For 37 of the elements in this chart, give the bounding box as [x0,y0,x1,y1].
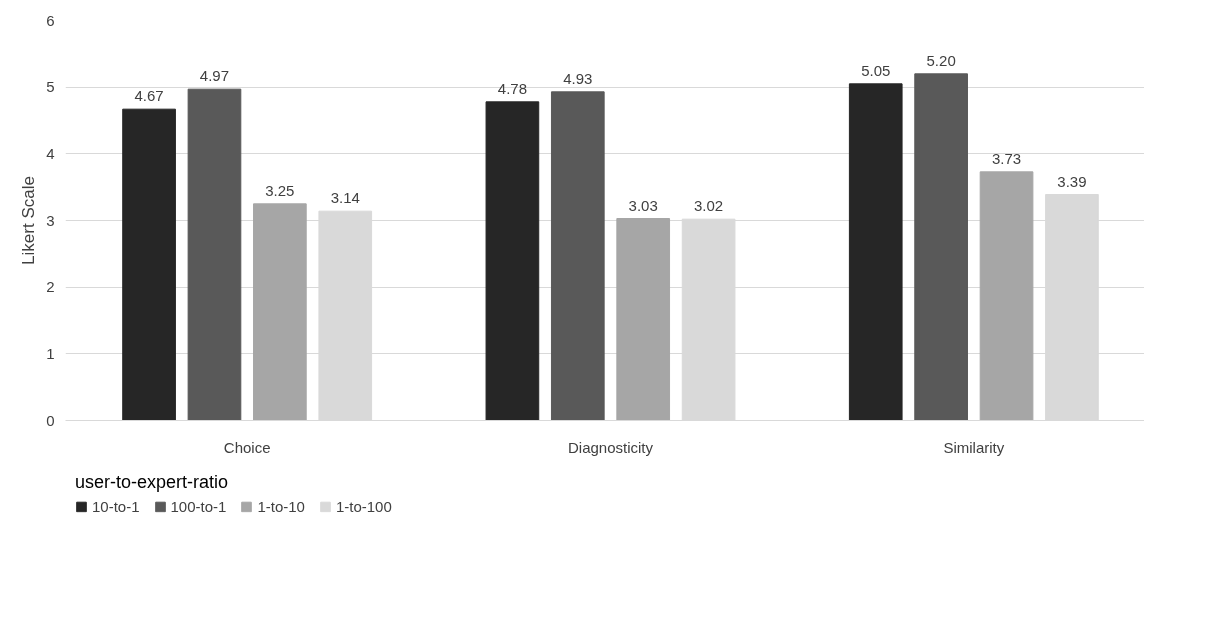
x-tick-label: Diagnosticity [567,438,654,456]
data-label: 5.20 [926,51,956,69]
bar [253,203,307,421]
y-tick-label: 6 [46,11,55,29]
data-label: 3.25 [265,181,295,199]
data-label: 4.97 [199,67,230,85]
bar [485,101,540,421]
y-tick-label: 4 [46,144,55,162]
legend-label: 1-to-10 [257,497,305,515]
legend-title: user-to-expert-ratio [75,471,230,493]
bar [187,88,242,421]
x-tick-label: Similarity [943,438,1005,456]
bar [122,108,176,421]
data-label: 3.73 [991,149,1022,167]
bar [848,83,903,421]
data-label: 4.67 [134,87,164,105]
data-label: 5.05 [861,61,891,79]
legend-label: 1-to-100 [335,497,392,515]
bar [550,91,605,421]
y-tick-label: 3 [46,211,55,229]
data-label: 3.02 [694,197,724,215]
y-tick-label: 0 [46,411,55,429]
legend-label: 10-to-1 [92,497,140,515]
legend-label: 100-to-1 [170,497,227,515]
data-label: 3.39 [1057,172,1087,190]
x-tick-label: Choice [223,438,271,456]
y-tick-label: 5 [46,78,55,96]
data-label: 4.78 [497,79,528,97]
bar [979,171,1034,421]
data-label: 4.93 [563,69,593,87]
y-axis-title: Likert Scale [19,176,39,265]
y-tick-label: 1 [46,344,55,362]
data-label: 3.03 [628,196,658,214]
data-label: 3.14 [330,189,360,207]
bar [914,73,968,421]
y-tick-label: 2 [46,278,55,296]
bar [616,218,671,421]
